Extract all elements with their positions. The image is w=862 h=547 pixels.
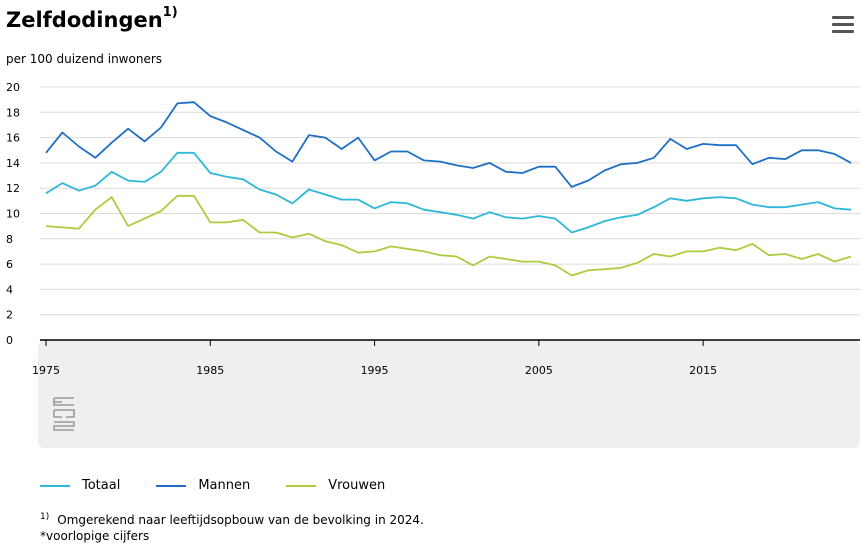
footnote-text: Omgerekend naar leeftijdsopbouw van de b…: [57, 513, 424, 527]
footnote-mark: 1): [40, 512, 50, 522]
line-chart: 0 2 4 6 8 10 12 14 16 18 20 1975 1985 1995 2005 2015 c…: [6, 81, 860, 448]
legend-label-mannen: Mannen: [198, 478, 251, 493]
series-line-mannen: [45, 101, 852, 188]
plot-bottom-band: [38, 340, 860, 448]
y-tick-label: 10: [6, 208, 20, 221]
x-tick-label: 1995: [361, 364, 389, 377]
legend-swatch-totaal: [40, 484, 70, 487]
cbs-logo: cbs: [53, 397, 75, 431]
x-tick-label: 1975: [32, 364, 60, 377]
y-tick-label: 4: [6, 283, 13, 296]
x-tick-label: 1985: [196, 364, 224, 377]
y-tick-label: 12: [6, 182, 20, 195]
hamburger-menu-icon[interactable]: [832, 16, 854, 34]
series-lines: [45, 101, 852, 277]
y-tick-label: 16: [6, 132, 20, 145]
legend-label-totaal: Totaal: [82, 478, 121, 493]
chart-subtitle: per 100 duizend inwoners: [6, 52, 163, 66]
y-tick-label: 18: [6, 106, 20, 119]
chart-legend: Totaal Mannen Vrouwen: [40, 478, 421, 493]
footnote-line-2: *voorlopige cijfers: [40, 529, 150, 543]
legend-swatch-vrouwen: [286, 484, 317, 487]
y-tick-label: 0: [6, 334, 13, 347]
footnote: 1) Omgerekend naar leeftijdsopbouw van de…: [40, 509, 424, 544]
chart-title-text: Zelfdodingen: [6, 8, 163, 32]
title-footnote-mark: 1): [162, 5, 178, 20]
legend-item-vrouwen[interactable]: Vrouwen: [286, 478, 385, 493]
x-tick-label: 2005: [525, 364, 553, 377]
x-axis-ticks: 1975 1985 1995 2005 2015: [32, 340, 717, 377]
series-line-vrouwen: [45, 194, 852, 277]
footnote-line-1: 1) Omgerekend naar leeftijdsopbouw van de…: [40, 509, 424, 528]
y-tick-label: 8: [6, 233, 13, 246]
legend-item-totaal[interactable]: Totaal: [40, 478, 120, 493]
legend-label-vrouwen: Vrouwen: [328, 478, 386, 493]
y-axis-ticks: 0 2 4 6 8 10 12 14 16 18 20: [6, 81, 20, 347]
y-tick-label: 20: [6, 81, 20, 94]
series-line-totaal: [45, 151, 852, 234]
x-tick-label: 2015: [689, 364, 717, 377]
chart-title: Zelfdodingen1): [6, 5, 178, 32]
y-tick-label: 6: [6, 258, 13, 271]
legend-item-mannen[interactable]: Mannen: [156, 478, 250, 493]
y-tick-label: 2: [6, 309, 13, 322]
y-tick-label: 14: [6, 157, 20, 170]
legend-swatch-mannen: [156, 484, 187, 487]
